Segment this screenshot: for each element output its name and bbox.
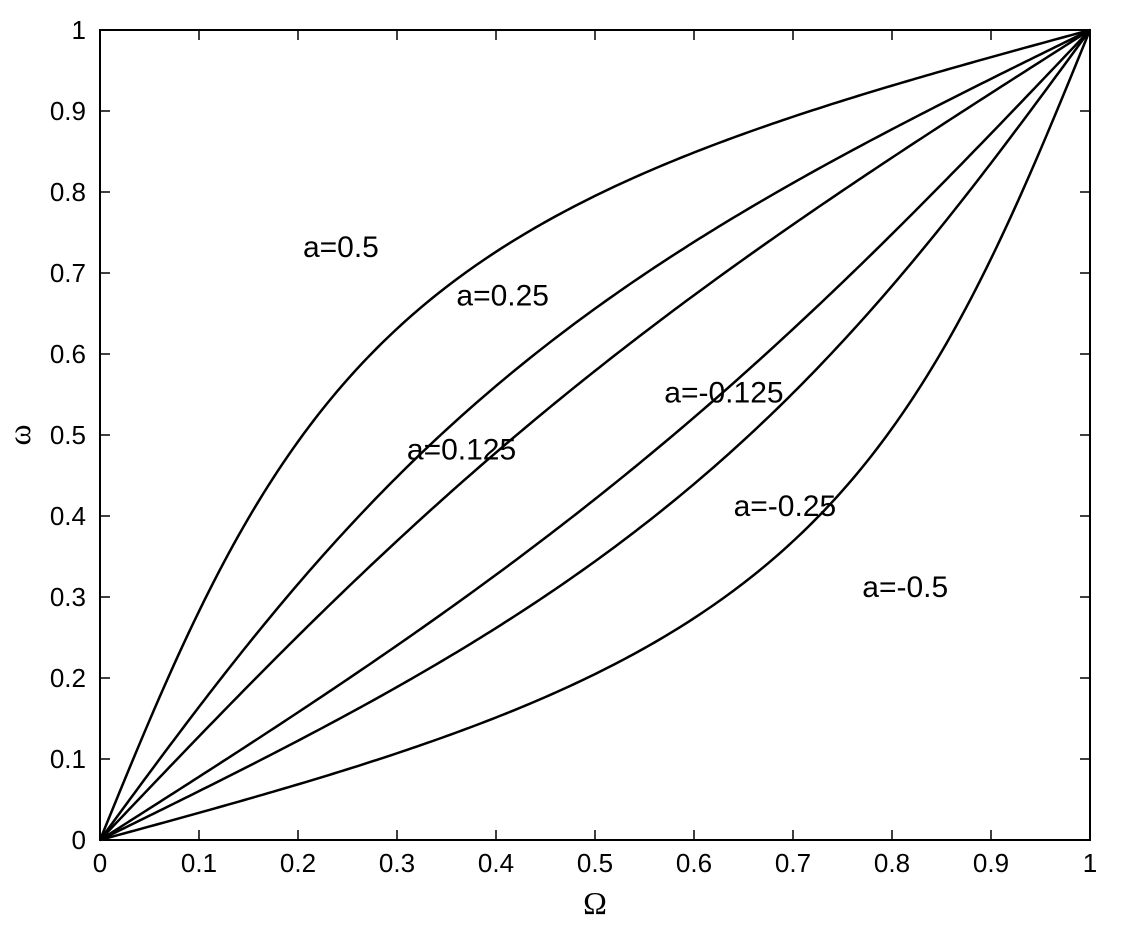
- y-tick-label: 0.9: [50, 96, 86, 126]
- x-tick-label: 0.8: [874, 848, 910, 878]
- x-axis-label: Ω: [583, 885, 607, 921]
- y-tick-label: 0.6: [50, 339, 86, 369]
- curve-label: a=0.5: [303, 231, 379, 264]
- y-tick-label: 0.3: [50, 582, 86, 612]
- x-tick-label: 0.2: [280, 848, 316, 878]
- chart-container: 0 0.1 0.2 0.3 0.4 0.5 0.6 0.7 0.8 0.9 1 0 0.1 0.2 0.3 0…: [0, 0, 1146, 937]
- y-tick-label: 0.7: [50, 258, 86, 288]
- y-tick-label: 1: [72, 15, 86, 45]
- curve-label: a=0.25: [456, 279, 549, 312]
- x-tick-label: 0.9: [973, 848, 1009, 878]
- curve-label: a=0.125: [407, 433, 516, 466]
- y-tick-label: 0.2: [50, 663, 86, 693]
- x-tick-label: 0.6: [676, 848, 712, 878]
- x-tick-label: 0: [93, 848, 107, 878]
- y-tick-label: 0.1: [50, 744, 86, 774]
- y-tick-label: 0.5: [50, 420, 86, 450]
- curve-label: a=-0.125: [664, 377, 783, 410]
- x-tick-label: 0.1: [181, 848, 217, 878]
- y-tick-label: 0.8: [50, 177, 86, 207]
- curve-label: a=-0.25: [734, 490, 837, 523]
- x-tick-label: 0.7: [775, 848, 811, 878]
- x-tick-label: 0.3: [379, 848, 415, 878]
- curve-label: a=-0.5: [862, 571, 948, 604]
- y-tick-label: 0.4: [50, 501, 86, 531]
- y-axis-label: ω: [1, 424, 37, 445]
- y-tick-label: 0: [72, 825, 86, 855]
- x-tick-label: 0.5: [577, 848, 613, 878]
- x-tick-label: 0.4: [478, 848, 514, 878]
- x-tick-label: 1: [1083, 848, 1097, 878]
- warping-function-chart: 0 0.1 0.2 0.3 0.4 0.5 0.6 0.7 0.8 0.9 1 0 0.1 0.2 0.3 0…: [0, 0, 1146, 937]
